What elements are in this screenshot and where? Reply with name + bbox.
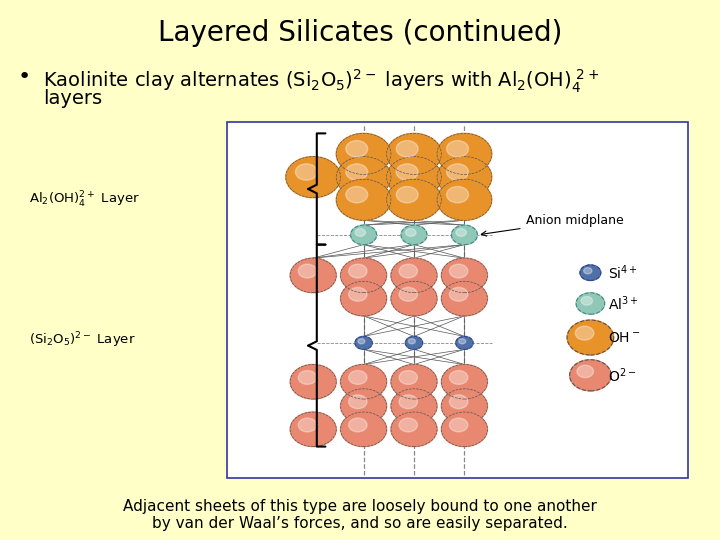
Circle shape <box>348 287 367 301</box>
Circle shape <box>449 418 468 432</box>
Circle shape <box>355 336 372 349</box>
Circle shape <box>336 133 391 174</box>
Circle shape <box>446 186 469 203</box>
Text: Kaolinite clay alternates (Si$_2$O$_5$)$^{2-}$ layers with Al$_2$(OH)$_4^{\ 2+}$: Kaolinite clay alternates (Si$_2$O$_5$)$… <box>43 68 599 95</box>
Circle shape <box>584 268 592 274</box>
Circle shape <box>451 225 477 245</box>
Circle shape <box>341 412 387 447</box>
Circle shape <box>401 225 427 245</box>
Circle shape <box>298 418 317 432</box>
Text: Anion midplane: Anion midplane <box>482 214 624 236</box>
Circle shape <box>449 264 468 278</box>
Text: Adjacent sheets of this type are loosely bound to one another: Adjacent sheets of this type are loosely… <box>123 500 597 515</box>
Circle shape <box>295 164 318 180</box>
Circle shape <box>575 326 594 340</box>
Circle shape <box>336 179 391 220</box>
Circle shape <box>437 157 492 198</box>
Circle shape <box>441 412 487 447</box>
Circle shape <box>580 265 600 280</box>
Circle shape <box>399 370 418 384</box>
Circle shape <box>399 395 418 409</box>
Text: OH$^-$: OH$^-$ <box>608 330 641 345</box>
Circle shape <box>399 264 418 278</box>
Circle shape <box>387 133 441 174</box>
Circle shape <box>351 225 377 245</box>
Circle shape <box>441 258 487 293</box>
Circle shape <box>396 140 418 157</box>
Circle shape <box>391 389 437 423</box>
Circle shape <box>441 364 487 399</box>
Circle shape <box>396 164 418 180</box>
Circle shape <box>576 293 605 314</box>
Text: Si$^{4+}$: Si$^{4+}$ <box>608 264 639 282</box>
Circle shape <box>441 389 487 423</box>
Text: Layered Silicates (continued): Layered Silicates (continued) <box>158 19 562 47</box>
Circle shape <box>449 370 468 384</box>
Circle shape <box>396 186 418 203</box>
Circle shape <box>341 389 387 423</box>
Circle shape <box>341 281 387 316</box>
Circle shape <box>387 179 441 220</box>
Circle shape <box>346 140 368 157</box>
Circle shape <box>348 395 367 409</box>
Circle shape <box>567 320 613 355</box>
Circle shape <box>459 339 466 344</box>
Circle shape <box>298 264 317 278</box>
Text: (Si$_2$O$_5$)$^{2-}$ Layer: (Si$_2$O$_5$)$^{2-}$ Layer <box>29 330 135 350</box>
Circle shape <box>348 264 367 278</box>
Circle shape <box>408 339 415 344</box>
Circle shape <box>405 228 416 237</box>
Circle shape <box>449 395 468 409</box>
Circle shape <box>348 370 367 384</box>
Circle shape <box>391 281 437 316</box>
Circle shape <box>437 179 492 220</box>
Text: by van der Waal’s forces, and so are easily separated.: by van der Waal’s forces, and so are eas… <box>152 516 568 531</box>
Circle shape <box>387 157 441 198</box>
Circle shape <box>346 164 368 180</box>
Circle shape <box>581 296 593 305</box>
Circle shape <box>290 412 336 447</box>
Circle shape <box>399 287 418 301</box>
Circle shape <box>456 228 467 237</box>
Circle shape <box>405 336 423 349</box>
Text: O$^{2-}$: O$^{2-}$ <box>608 366 636 384</box>
Circle shape <box>290 364 336 399</box>
Circle shape <box>391 364 437 399</box>
Circle shape <box>341 258 387 293</box>
Circle shape <box>391 412 437 447</box>
Circle shape <box>446 164 469 180</box>
Circle shape <box>441 281 487 316</box>
Circle shape <box>290 258 336 293</box>
Circle shape <box>358 339 365 344</box>
Circle shape <box>336 157 391 198</box>
Circle shape <box>286 157 341 198</box>
Text: Al$^{3+}$: Al$^{3+}$ <box>608 294 639 313</box>
Circle shape <box>449 287 468 301</box>
Circle shape <box>577 365 593 377</box>
Circle shape <box>446 140 469 157</box>
Text: •: • <box>18 68 31 87</box>
Circle shape <box>570 360 611 391</box>
Text: Al$_2$(OH)$_4^{2+}$ Layer: Al$_2$(OH)$_4^{2+}$ Layer <box>29 190 140 210</box>
Circle shape <box>346 186 368 203</box>
Circle shape <box>391 258 437 293</box>
Circle shape <box>341 364 387 399</box>
Circle shape <box>399 418 418 432</box>
Circle shape <box>298 370 317 384</box>
Circle shape <box>456 336 473 349</box>
Circle shape <box>348 418 367 432</box>
Text: layers: layers <box>43 89 102 108</box>
Circle shape <box>437 133 492 174</box>
Circle shape <box>355 228 366 237</box>
FancyBboxPatch shape <box>227 122 688 478</box>
